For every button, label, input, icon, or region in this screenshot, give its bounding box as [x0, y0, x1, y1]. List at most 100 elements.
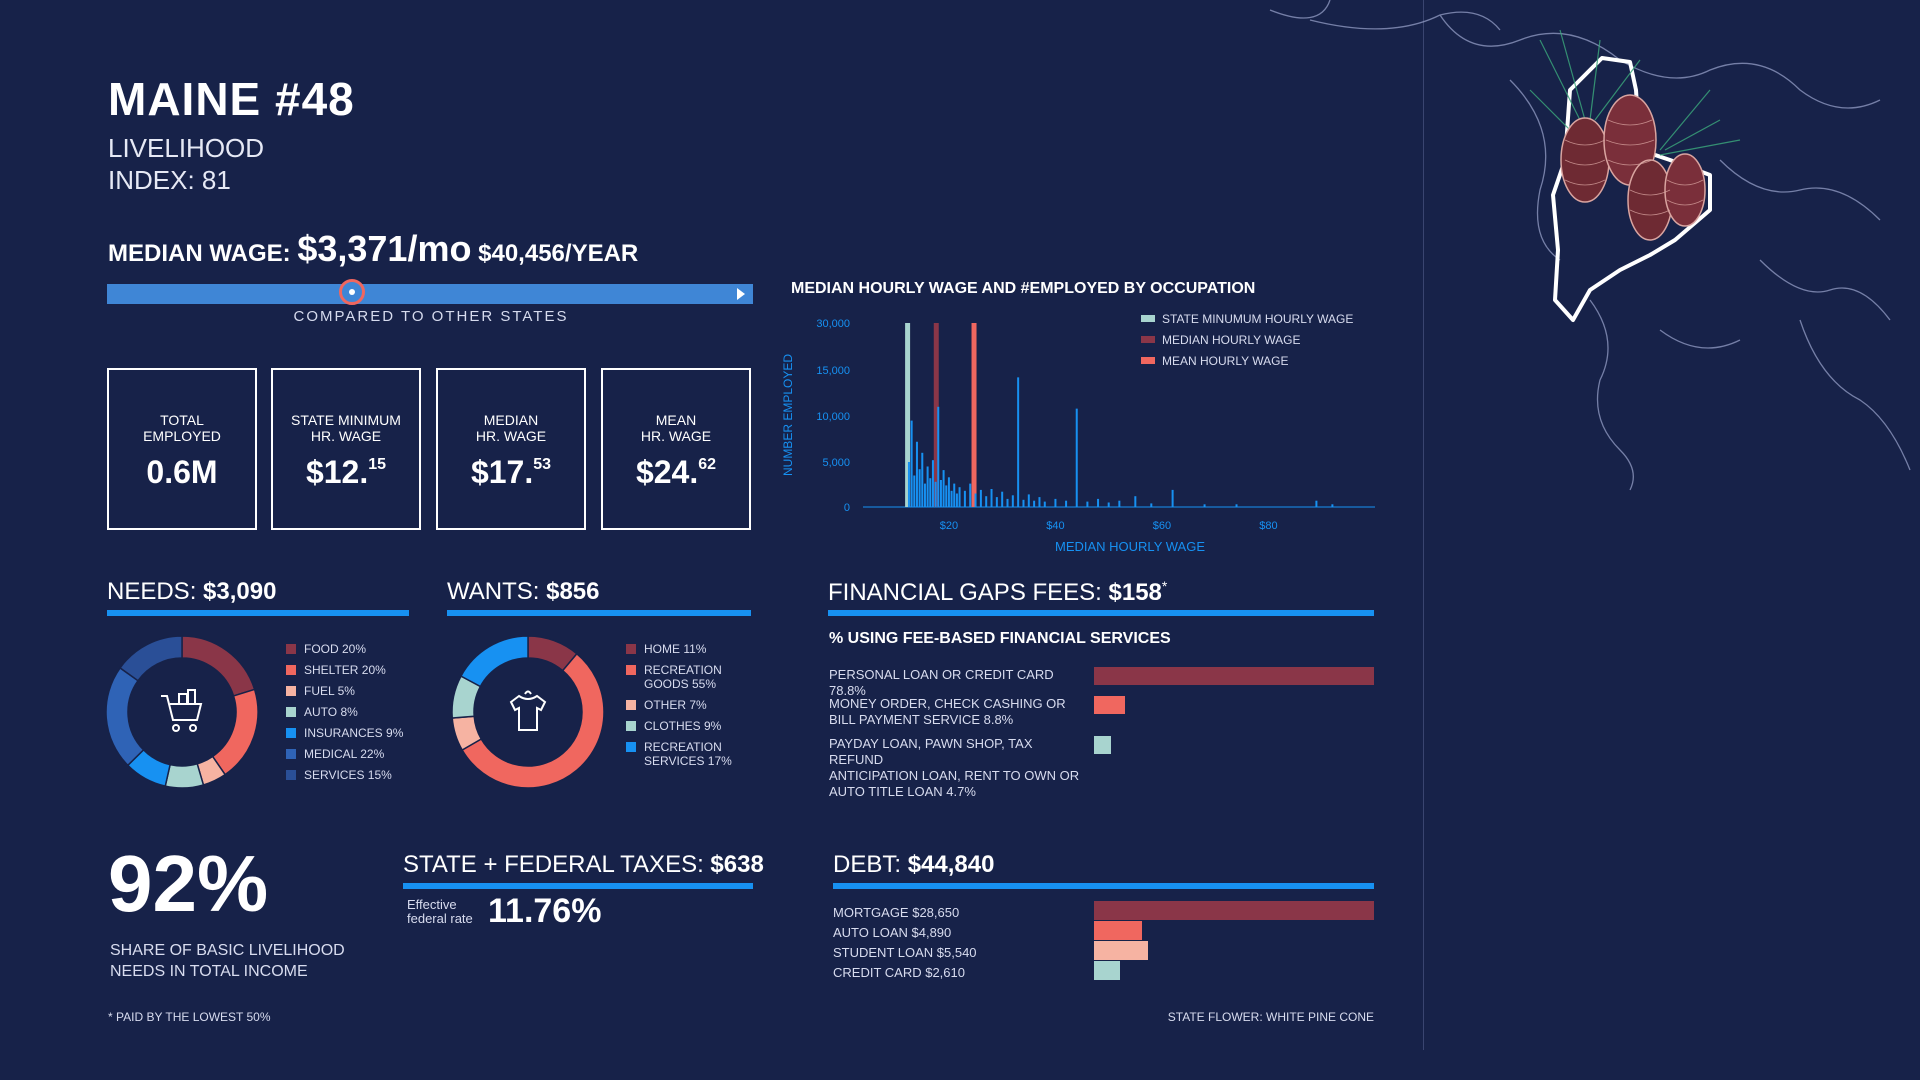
occupation-bar — [1134, 496, 1137, 507]
legend-label: FOOD 20% — [304, 642, 367, 656]
legend-label: SHELTER 20% — [304, 663, 386, 677]
legend-swatch — [626, 665, 636, 675]
bar-label: CREDIT CARD $2,610 — [833, 965, 965, 980]
legend-swatch — [1141, 336, 1155, 343]
legend-swatch — [1141, 357, 1155, 364]
x-axis-label: MEDIAN HOURLY WAGE — [1055, 539, 1205, 554]
fees-rule — [828, 610, 1374, 616]
legend-swatch — [626, 721, 636, 731]
legend-item: AUTO 8% — [286, 705, 426, 719]
reference-line — [905, 323, 911, 507]
legend-swatch — [286, 749, 296, 759]
donut-slice — [119, 635, 183, 682]
wants-label: WANTS: — [447, 578, 540, 605]
bar-label: STUDENT LOAN $5,540 — [833, 945, 977, 960]
legend-label: SERVICES 15% — [304, 768, 392, 782]
median-wage-label: MEDIAN WAGE: — [108, 240, 291, 267]
occupation-bar — [953, 483, 956, 507]
maine-outline — [1551, 56, 1712, 322]
occupation-bar — [915, 441, 918, 507]
wants-value: $856 — [546, 578, 600, 605]
fees-footnote-mark: * — [1161, 578, 1168, 594]
taxes-heading: STATE + FEDERAL TAXES: $638 — [403, 851, 764, 879]
median-wage-yearly: $40,456/YEAR — [478, 240, 639, 267]
legend-label: INSURANCES 9% — [304, 726, 404, 740]
donut-slice — [211, 688, 259, 776]
occupation-bar — [1001, 491, 1004, 507]
occupation-bar — [1203, 504, 1206, 507]
x-tick-label: $60 — [1153, 520, 1171, 532]
wants-donut — [451, 635, 605, 789]
legend-item: RECREATION SERVICES 17% — [626, 740, 766, 768]
donut-slice — [181, 635, 256, 697]
bar — [1094, 696, 1126, 714]
debt-label: DEBT: — [833, 851, 902, 878]
maine-map-illustration — [1269, 0, 1911, 491]
occupation-bar — [1033, 500, 1036, 507]
occupation-chart: 0 5,000 10,000 15,000 30,000 $20 $40 $60 $80 MEDI… — [781, 312, 1375, 554]
y-tick-label: 5,000 — [822, 457, 850, 469]
occupation-bar — [939, 480, 942, 507]
y-axis-label: NUMBER EMPLOYED — [781, 354, 795, 476]
y-tick-label: 30,000 — [816, 318, 850, 330]
occupation-bar — [1065, 500, 1068, 507]
occupation-bar — [913, 475, 916, 507]
debt-bar-chart: MORTGAGE $28,650 AUTO LOAN $4,890 STUDENT … — [833, 900, 1378, 990]
wants-heading: WANTS: $856 — [447, 578, 600, 606]
occupation-bar — [979, 489, 982, 507]
fees-heading: FINANCIAL GAPS FEES: $158* — [828, 578, 1167, 607]
legend-swatch — [626, 700, 636, 710]
federal-rate-label: Effective federal rate — [407, 898, 473, 926]
bar-label: MORTGAGE $28,650 — [833, 905, 960, 920]
debt-heading: DEBT: $44,840 — [833, 851, 994, 879]
occupation-bar — [995, 497, 998, 507]
needs-rule — [107, 610, 409, 616]
occupation-bar — [947, 477, 950, 507]
occupation-bar — [926, 466, 929, 507]
occupation-bar — [934, 481, 937, 507]
occupation-bar — [1171, 489, 1174, 507]
stat-value: $24.62 — [635, 454, 717, 490]
donut-slice — [461, 652, 605, 789]
shopping-cart-icon — [161, 689, 203, 732]
legend-label: RECREATION GOODS 55% — [644, 663, 722, 691]
subtitle-line-2: INDEX: 81 — [108, 165, 231, 195]
legend-item: MEDICAL 22% — [286, 747, 426, 761]
occupation-bar — [907, 462, 910, 507]
donut-slice — [105, 666, 145, 767]
occupation-bar — [910, 420, 913, 507]
bar — [1094, 736, 1111, 754]
legend-swatch — [286, 644, 296, 654]
taxes-rule — [403, 883, 753, 889]
legend-item: OTHER 7% — [626, 698, 766, 712]
fees-subtitle: % USING FEE-BASED FINANCIAL SERVICES — [829, 630, 1171, 647]
legend-swatch — [626, 742, 636, 752]
stat-total-employed: TOTAL EMPLOYED 0.6M — [107, 368, 257, 530]
reference-line — [933, 323, 939, 507]
occupation-bar — [1118, 500, 1121, 507]
legend-item: SHELTER 20% — [286, 663, 426, 677]
legend-swatch — [286, 686, 296, 696]
occupation-bar — [1086, 501, 1089, 507]
occupation-bar — [969, 483, 972, 507]
fees-label: FINANCIAL GAPS FEES: — [828, 579, 1102, 606]
legend-item: FOOD 20% — [286, 642, 426, 656]
debt-value: $44,840 — [907, 851, 995, 878]
reference-line — [971, 323, 977, 507]
share-label: SHARE OF BASIC LIVELIHOOD NEEDS IN TOTAL… — [110, 940, 345, 982]
occupation-bar — [1022, 499, 1025, 507]
legend-label: STATE MINUMUM HOURLY WAGE — [1162, 312, 1353, 326]
panel-divider — [1423, 0, 1424, 1050]
occupation-bar — [945, 485, 948, 507]
bar — [1094, 901, 1374, 920]
legend-label: AUTO 8% — [304, 705, 358, 719]
taxes-label: STATE + FEDERAL TAXES: — [403, 851, 704, 878]
occupation-bar — [923, 483, 926, 507]
occupation-bar — [1054, 498, 1057, 507]
page-title: MAINE #48 — [108, 73, 355, 125]
legend-label: MEDIAN HOURLY WAGE — [1162, 333, 1300, 347]
stat-median-hr-wage: MEDIAN HR. WAGE $17.53 — [436, 368, 586, 530]
livelihood-subtitle: LIVELIHOOD INDEX: 81 — [108, 132, 264, 196]
x-tick-label: $40 — [1046, 520, 1064, 532]
legend-label: MEDICAL 22% — [304, 747, 385, 761]
